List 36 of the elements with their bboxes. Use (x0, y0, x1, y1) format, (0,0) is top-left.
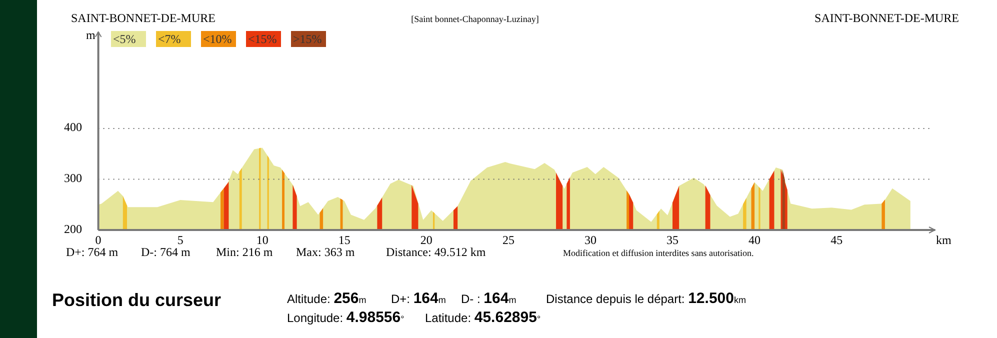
text: SAINT-BONNET-DE-MURE (814, 11, 959, 25)
x-tick-label: 25 (502, 233, 514, 247)
x-tick-label: 5 (177, 233, 184, 247)
text: D+: 164m (391, 290, 446, 307)
x-tick-label: 15 (338, 233, 350, 247)
text: Min: 216 m (216, 245, 274, 259)
text: D- : 164m (461, 290, 516, 307)
text: Latitude: 45.62895° (425, 309, 541, 326)
x-tick-label: 35 (666, 233, 679, 247)
x-axis-title: km (936, 233, 952, 247)
text: Longitude: 4.98556° (287, 309, 405, 326)
text: Distance: 49.512 km (386, 245, 486, 259)
text: >15% (293, 32, 322, 46)
text: Position du curseur (52, 290, 222, 310)
text: D-: 764 m (141, 245, 191, 259)
text: <5% (113, 32, 136, 46)
text: Modification et diffusion interdites sans autorisation. (563, 248, 754, 258)
y-tick-label: 400 (64, 120, 82, 134)
x-tick-label: 30 (584, 233, 596, 247)
x-tick-label: 20 (420, 233, 432, 247)
text: D+: 764 m (66, 245, 119, 259)
y-tick-label: 200 (64, 222, 82, 236)
text: Distance depuis le départ: 12.500km (546, 290, 746, 307)
y-tick-label: 300 (64, 170, 82, 185)
y-axis-title: m (86, 28, 96, 42)
text: Max: 363 m (296, 245, 356, 259)
x-tick-label: 0 (95, 233, 102, 247)
text: Altitude: 256m (287, 290, 366, 307)
text: <7% (158, 32, 181, 46)
text: <15% (248, 32, 277, 46)
text: <10% (203, 32, 232, 46)
x-tick-label: 10 (256, 233, 268, 247)
x-tick-label: 40 (748, 233, 761, 247)
text: SAINT-BONNET-DE-MURE (71, 11, 216, 25)
x-tick-label: 45 (830, 233, 843, 247)
chart-title: [Saint bonnet-Chaponnay-Luzinay] (411, 14, 539, 24)
